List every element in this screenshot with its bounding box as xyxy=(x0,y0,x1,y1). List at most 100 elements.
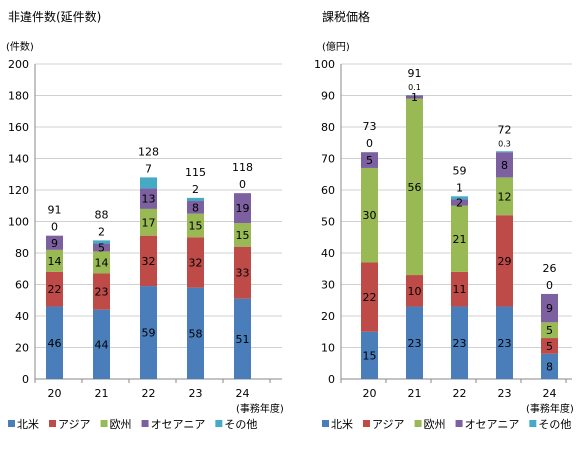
data-label: 8 xyxy=(192,201,199,214)
x-tick-label: 23 xyxy=(498,387,512,400)
data-label: 5 xyxy=(546,324,553,337)
y-tick-label: 100 xyxy=(314,58,335,71)
data-label: 22 xyxy=(48,283,62,296)
x-tick-label: 20 xyxy=(363,387,377,400)
y-tick-label: 0 xyxy=(22,373,29,386)
legend-entry: 北米 xyxy=(331,418,353,431)
data-label: 59 xyxy=(142,327,156,340)
data-label: 15 xyxy=(236,229,250,242)
x-tick-label: 24 xyxy=(543,387,557,400)
total-label: 91 xyxy=(48,204,62,217)
bar-segment xyxy=(140,177,157,188)
data-label-other: 0 xyxy=(366,137,373,150)
bar-segment xyxy=(496,151,513,152)
total-label: 59 xyxy=(453,164,467,177)
y-tick-label: 40 xyxy=(321,247,335,260)
legend-swatch xyxy=(363,420,370,427)
data-label: 13 xyxy=(142,193,156,206)
y-tick-label: 90 xyxy=(321,90,335,103)
legend-entry: その他 xyxy=(538,418,571,431)
data-label: 23 xyxy=(408,337,422,350)
data-label: 15 xyxy=(363,349,377,362)
x-tick-label: 21 xyxy=(95,387,109,400)
legend-swatch xyxy=(529,420,536,427)
data-label: 23 xyxy=(453,337,467,350)
data-label: 9 xyxy=(546,302,553,315)
data-label: 19 xyxy=(236,202,250,215)
legend-entry: その他 xyxy=(224,418,257,431)
y-unit-label: (件数) xyxy=(6,40,34,53)
data-label-other: 0.3 xyxy=(498,139,511,148)
x-unit-label: (事務年度) xyxy=(526,402,574,415)
legend-entry: アジア xyxy=(372,418,405,431)
data-label: 23 xyxy=(498,337,512,350)
data-label: 30 xyxy=(363,209,377,222)
data-label: 22 xyxy=(363,291,377,304)
legend-entry: オセアニア xyxy=(465,418,520,431)
data-label: 5 xyxy=(366,154,373,167)
x-unit-label: (事務年度) xyxy=(236,402,284,415)
y-tick-label: 80 xyxy=(321,121,335,134)
data-label-other: 0 xyxy=(51,221,58,234)
data-label: 1 xyxy=(411,91,418,104)
total-label: 73 xyxy=(363,120,377,133)
data-label: 12 xyxy=(498,190,512,203)
total-label: 26 xyxy=(543,262,557,275)
y-tick-label: 60 xyxy=(15,279,29,292)
data-label: 56 xyxy=(408,181,422,194)
legend-entry: オセアニア xyxy=(151,418,206,431)
legend-swatch xyxy=(415,420,422,427)
x-tick-label: 21 xyxy=(408,387,422,400)
x-tick-label: 22 xyxy=(453,387,467,400)
y-tick-label: 60 xyxy=(321,184,335,197)
y-tick-label: 10 xyxy=(321,342,335,355)
data-label: 46 xyxy=(48,337,62,350)
data-label: 14 xyxy=(95,256,109,269)
y-tick-label: 180 xyxy=(8,90,29,103)
total-label: 128 xyxy=(138,145,159,158)
data-label: 10 xyxy=(408,285,422,298)
legend-swatch xyxy=(101,420,108,427)
data-label: 8 xyxy=(546,360,553,373)
total-label: 115 xyxy=(185,166,206,179)
y-tick-label: 40 xyxy=(15,310,29,323)
data-label-other: 0 xyxy=(239,178,246,191)
chart-title: 非違件数(延件数) xyxy=(8,9,101,24)
x-tick-label: 22 xyxy=(142,387,156,400)
legend-entry: 欧州 xyxy=(424,418,446,431)
legend-entry: 北米 xyxy=(17,418,39,431)
data-label: 5 xyxy=(546,340,553,353)
data-label: 14 xyxy=(48,255,62,268)
data-label: 44 xyxy=(95,338,109,351)
legend-entry: アジア xyxy=(58,418,91,431)
legend-swatch xyxy=(322,420,329,427)
data-label: 33 xyxy=(236,267,250,280)
data-label-other: 7 xyxy=(145,162,152,175)
legend-swatch xyxy=(49,420,56,427)
x-tick-label: 20 xyxy=(48,387,62,400)
y-tick-label: 70 xyxy=(321,153,335,166)
y-tick-label: 160 xyxy=(8,121,29,134)
legend-swatch xyxy=(215,420,222,427)
data-label: 5 xyxy=(98,241,105,254)
total-label: 88 xyxy=(95,208,109,221)
y-tick-label: 100 xyxy=(8,216,29,229)
y-tick-label: 0 xyxy=(328,373,335,386)
data-label-other: 2 xyxy=(192,183,199,196)
y-tick-label: 30 xyxy=(321,279,335,292)
total-label: 118 xyxy=(232,161,253,174)
data-label: 32 xyxy=(142,255,156,268)
x-tick-label: 23 xyxy=(189,387,203,400)
y-tick-label: 20 xyxy=(15,342,29,355)
data-label: 9 xyxy=(51,237,58,250)
y-tick-label: 20 xyxy=(321,310,335,323)
legend-swatch xyxy=(8,420,15,427)
data-label-other: 0.1 xyxy=(408,83,421,92)
data-label: 2 xyxy=(456,197,463,210)
data-label: 32 xyxy=(189,256,203,269)
legend-entry: 欧州 xyxy=(110,418,132,431)
data-label-other: 2 xyxy=(98,225,105,238)
y-tick-label: 50 xyxy=(321,216,335,229)
